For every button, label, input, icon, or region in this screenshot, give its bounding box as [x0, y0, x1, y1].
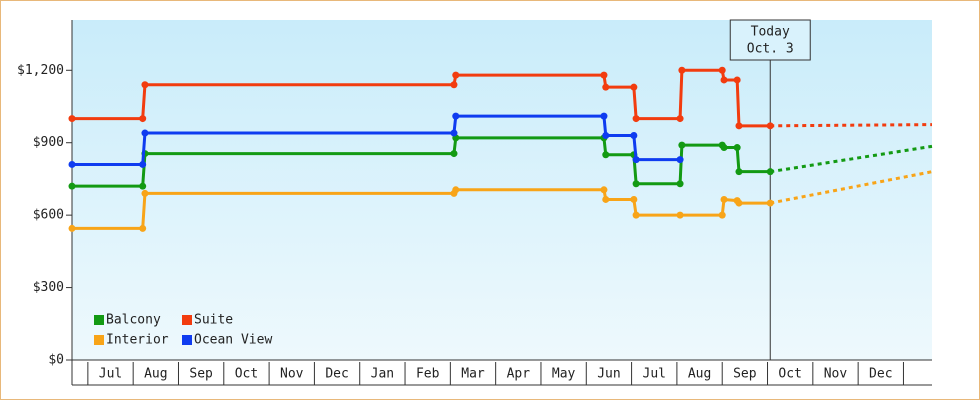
data-point	[68, 182, 76, 190]
data-point	[766, 199, 774, 207]
data-point	[452, 112, 460, 120]
series-line	[72, 136, 771, 188]
data-point	[720, 144, 728, 152]
data-point	[720, 195, 728, 203]
data-point	[141, 81, 149, 89]
data-point	[632, 156, 640, 164]
y-tick-label: $300	[33, 280, 64, 295]
x-tick-label: Nov	[824, 367, 848, 382]
x-tick-label: Nov	[280, 367, 304, 382]
data-point	[632, 211, 640, 219]
data-point	[676, 156, 684, 164]
x-tick-label: Apr	[507, 367, 531, 382]
legend-swatch	[182, 315, 192, 325]
data-point	[602, 151, 610, 159]
data-point	[718, 211, 726, 219]
data-point	[139, 182, 147, 190]
data-point	[735, 168, 743, 176]
data-point	[733, 144, 741, 152]
data-point	[600, 112, 608, 120]
data-point	[676, 211, 684, 219]
today-label: Today	[751, 25, 790, 40]
data-point	[678, 141, 686, 149]
data-point	[139, 115, 147, 123]
data-point	[450, 81, 458, 89]
data-point	[68, 160, 76, 168]
legend-label: Interior	[106, 333, 169, 348]
data-point	[718, 66, 726, 74]
data-point	[602, 195, 610, 203]
series-line	[72, 114, 681, 166]
x-tick-label: May	[552, 367, 576, 382]
y-tick-label: $1,200	[17, 63, 64, 78]
data-point	[632, 180, 640, 188]
x-tick-label: Oct	[778, 367, 801, 382]
projection-line	[770, 123, 933, 128]
x-tick-label: Jul	[99, 367, 122, 382]
data-point	[141, 189, 149, 197]
series-line	[72, 68, 771, 128]
data-point	[766, 168, 774, 176]
data-point	[766, 122, 774, 130]
x-tick-label: Dec	[869, 367, 892, 382]
data-point	[733, 76, 741, 84]
data-point	[676, 115, 684, 123]
x-tick-label: Dec	[325, 367, 348, 382]
data-point	[450, 129, 458, 137]
x-tick-label: Aug	[144, 367, 167, 382]
data-point	[676, 180, 684, 188]
data-point	[735, 122, 743, 130]
data-point	[141, 129, 149, 137]
x-tick-label: Jan	[371, 367, 394, 382]
today-label: Oct. 3	[747, 42, 794, 57]
data-point	[452, 71, 460, 79]
x-tick-label: Sep	[733, 367, 757, 382]
y-tick-label: $900	[33, 135, 64, 150]
data-point	[602, 83, 610, 91]
data-point	[632, 115, 640, 123]
y-tick-label: $0	[48, 353, 64, 368]
data-point	[139, 224, 147, 232]
projection-line	[769, 170, 933, 205]
data-point	[450, 150, 458, 158]
legend-label: Balcony	[106, 313, 161, 328]
data-point	[630, 83, 638, 91]
data-point	[678, 66, 686, 74]
legend-swatch	[94, 315, 104, 325]
data-point	[735, 199, 743, 207]
x-tick-label: Jul	[643, 367, 666, 382]
data-point	[630, 195, 638, 203]
projection-line	[770, 144, 933, 174]
legend-label: Ocean View	[194, 333, 272, 348]
x-tick-label: Aug	[688, 367, 711, 382]
legend-swatch	[94, 335, 104, 345]
today-box	[729, 19, 811, 61]
data-point	[68, 224, 76, 232]
data-point	[600, 186, 608, 194]
data-point	[600, 71, 608, 79]
x-tick-label: Jun	[597, 367, 620, 382]
legend-swatch	[182, 335, 192, 345]
data-point	[630, 131, 638, 139]
x-tick-label: Sep	[189, 367, 213, 382]
y-tick-label: $600	[33, 208, 64, 223]
data-point	[68, 115, 76, 123]
x-tick-label: Oct	[235, 367, 258, 382]
legend-label: Suite	[194, 313, 233, 328]
data-point	[602, 131, 610, 139]
x-tick-label: Feb	[416, 367, 440, 382]
data-point	[139, 160, 147, 168]
data-point	[452, 186, 460, 194]
data-point	[720, 76, 728, 84]
x-tick-label: Mar	[461, 367, 485, 382]
